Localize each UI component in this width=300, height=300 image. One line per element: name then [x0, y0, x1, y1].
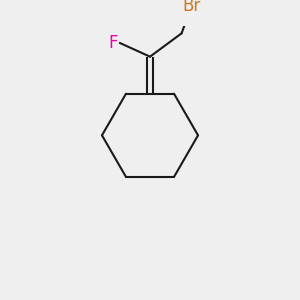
Text: Br: Br	[182, 0, 200, 15]
Text: F: F	[108, 34, 118, 52]
